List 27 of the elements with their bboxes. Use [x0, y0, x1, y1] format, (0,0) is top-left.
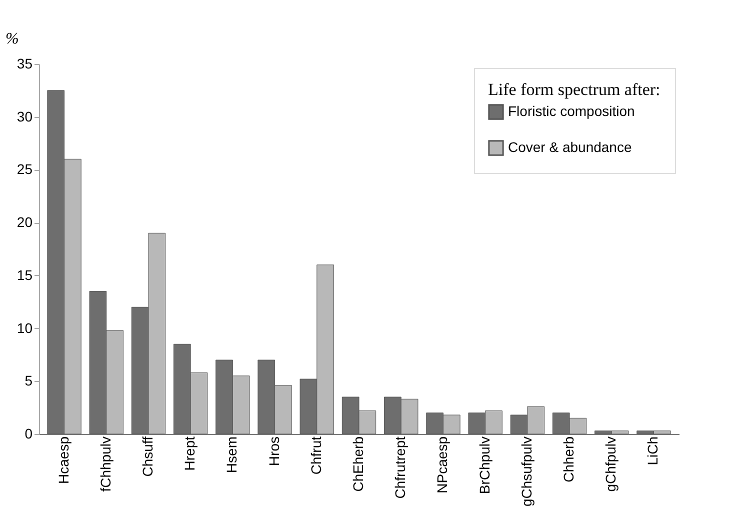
- x-tick-label: Chfrut: [308, 436, 324, 475]
- x-tick-label: LiCh: [644, 436, 661, 466]
- x-tick-label: Hsem: [224, 436, 240, 474]
- x-tick-label: gChsufpulv: [518, 436, 534, 507]
- y-tick-label: 15: [16, 266, 33, 283]
- x-tick-label: Chherb: [560, 436, 577, 482]
- y-tick-label: 10: [16, 320, 33, 336]
- y-tick-label: 25: [16, 161, 33, 178]
- legend-label: Cover & abundance: [508, 139, 632, 155]
- x-tick-label: Hcaesp: [55, 436, 72, 484]
- x-tick-label: Chsuff: [139, 436, 156, 477]
- x-tick-label: fChhpulv: [97, 436, 114, 492]
- x-tick-label: NPcaesp: [434, 436, 450, 494]
- x-tick-label: Hrept: [182, 436, 198, 471]
- x-tick-label: Chfrutrept: [392, 436, 408, 499]
- y-axis-title: %: [6, 30, 19, 48]
- x-tick-label: ChEherb: [350, 436, 366, 492]
- y-tick-label: 30: [16, 108, 33, 124]
- y-tick-label: 35: [16, 56, 33, 72]
- legend-title: Life form spectrum after:: [488, 80, 660, 99]
- y-tick-label: 0: [24, 426, 33, 442]
- x-tick-label: Hros: [266, 436, 282, 466]
- y-tick-label: 5: [24, 372, 33, 389]
- y-tick-label: 20: [16, 214, 33, 230]
- legend-label: Floristic composition: [508, 103, 635, 119]
- x-tick-label: BrChpulv: [476, 436, 492, 494]
- x-tick-label: gChfpulv: [602, 436, 619, 492]
